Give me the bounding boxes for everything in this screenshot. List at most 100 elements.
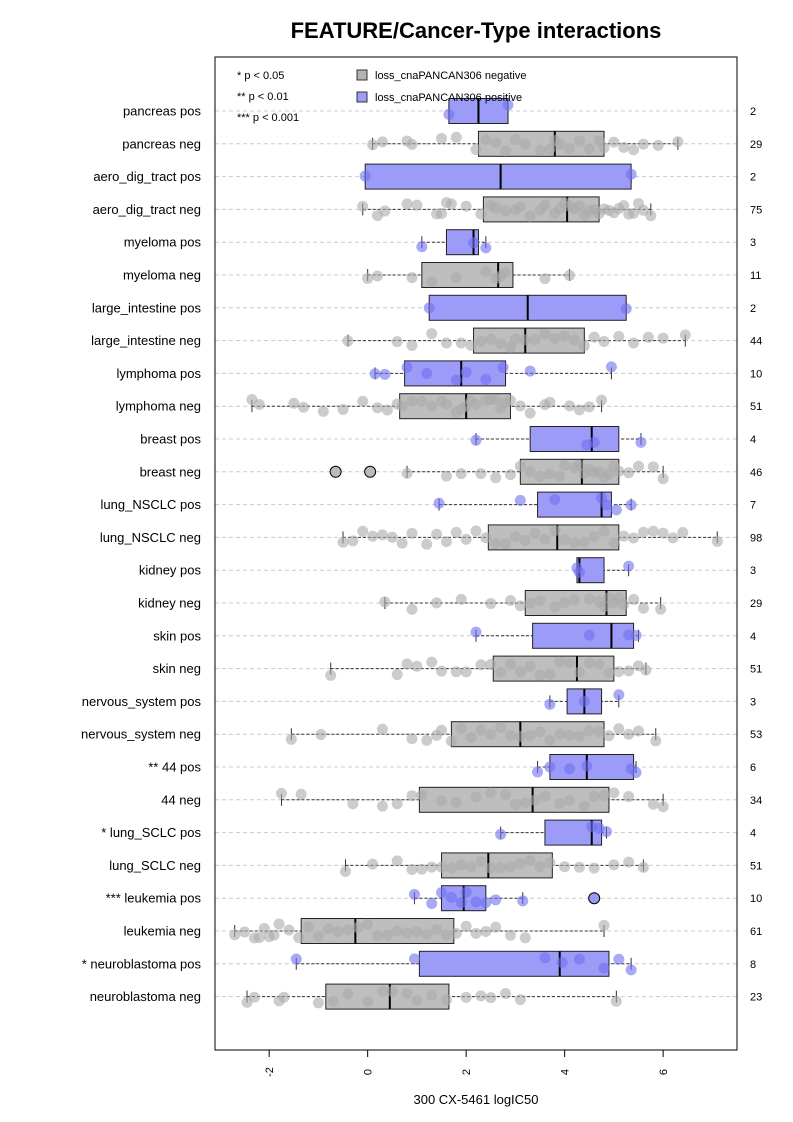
data-point bbox=[549, 601, 561, 613]
data-point bbox=[500, 205, 512, 217]
data-point bbox=[357, 395, 369, 407]
data-point bbox=[623, 560, 635, 572]
data-point bbox=[628, 207, 640, 219]
significance-key: * p < 0.05 ** p < 0.01 *** p < 0.001 bbox=[237, 70, 299, 124]
data-point bbox=[359, 170, 371, 182]
data-point bbox=[623, 467, 635, 479]
data-point bbox=[593, 658, 605, 670]
data-point bbox=[465, 861, 477, 873]
data-point bbox=[549, 332, 561, 344]
data-point bbox=[620, 303, 632, 315]
tick-label: 6 bbox=[658, 1069, 670, 1075]
data-point bbox=[514, 460, 526, 472]
data-point bbox=[601, 826, 612, 838]
data-point bbox=[613, 666, 625, 678]
data-point bbox=[578, 340, 590, 352]
data-point bbox=[411, 926, 423, 938]
data-point bbox=[623, 665, 635, 677]
outlier-point bbox=[588, 892, 601, 905]
sample-count: 23 bbox=[750, 992, 762, 1004]
group-label: myeloma neg bbox=[123, 268, 201, 283]
group-label: large_intestine pos bbox=[92, 300, 202, 315]
data-point bbox=[601, 499, 612, 511]
data-point bbox=[480, 925, 492, 937]
data-point bbox=[445, 862, 457, 874]
data-point bbox=[524, 365, 536, 377]
data-point bbox=[376, 723, 388, 735]
data-point bbox=[372, 402, 384, 414]
data-point bbox=[490, 472, 502, 484]
data-point bbox=[625, 168, 637, 180]
data-point bbox=[613, 465, 625, 477]
data-point bbox=[534, 669, 546, 681]
data-point bbox=[475, 659, 487, 671]
data-point bbox=[603, 667, 615, 679]
data-point bbox=[628, 532, 640, 544]
sample-count: 7 bbox=[750, 500, 756, 512]
sample-count: 6 bbox=[750, 762, 756, 774]
data-point bbox=[544, 734, 556, 746]
data-point bbox=[426, 656, 438, 668]
data-point bbox=[362, 996, 374, 1008]
data-point bbox=[588, 531, 600, 543]
data-point bbox=[679, 329, 691, 341]
sample-counts: 2 29 2 75 3 11 2 44 10 51 4 46 7 98 3 29 4 51 3 53 6 34 4 51 10 6… bbox=[750, 106, 762, 1004]
data-point bbox=[534, 861, 546, 873]
data-point bbox=[470, 626, 482, 638]
data-point bbox=[433, 497, 445, 509]
data-point bbox=[583, 593, 595, 605]
data-point bbox=[465, 732, 477, 744]
data-point bbox=[588, 331, 600, 343]
data-point bbox=[485, 333, 497, 345]
data-point bbox=[490, 921, 502, 933]
data-point bbox=[588, 790, 600, 802]
outlier-point bbox=[329, 465, 342, 478]
data-point bbox=[416, 789, 428, 801]
data-point bbox=[455, 468, 467, 480]
data-point bbox=[672, 136, 684, 148]
data-point bbox=[524, 730, 536, 742]
data-point bbox=[529, 527, 541, 539]
data-point bbox=[618, 200, 630, 212]
data-point bbox=[630, 766, 642, 778]
box bbox=[529, 426, 620, 452]
data-point bbox=[500, 789, 512, 801]
data-point bbox=[610, 995, 622, 1007]
points-layer bbox=[229, 99, 723, 1009]
data-point bbox=[426, 400, 438, 412]
data-point bbox=[480, 242, 492, 254]
data-point bbox=[598, 790, 610, 802]
data-point bbox=[436, 724, 448, 736]
data-point bbox=[514, 400, 526, 412]
x-axis-title: 300 CX-5461 logIC50 bbox=[413, 1092, 538, 1107]
data-point bbox=[460, 533, 472, 545]
significance-key-item: * p < 0.05 bbox=[237, 70, 284, 82]
data-point bbox=[248, 991, 260, 1003]
data-point bbox=[628, 144, 640, 156]
data-point bbox=[596, 394, 608, 406]
data-point bbox=[455, 859, 467, 871]
group-labels: pancreas pos pancreas neg aero_dig_tract p… bbox=[81, 104, 201, 1005]
data-point bbox=[285, 733, 297, 745]
data-point bbox=[556, 957, 568, 969]
data-point bbox=[504, 594, 516, 606]
data-point bbox=[573, 135, 585, 147]
data-point bbox=[509, 531, 521, 543]
data-point bbox=[529, 333, 541, 345]
data-point bbox=[514, 666, 526, 678]
sample-count: 44 bbox=[750, 336, 762, 348]
data-point bbox=[559, 330, 571, 342]
data-point bbox=[618, 141, 630, 153]
data-point bbox=[485, 658, 497, 670]
data-point bbox=[554, 656, 566, 668]
data-point bbox=[450, 526, 462, 538]
data-point bbox=[379, 596, 391, 608]
data-point bbox=[544, 468, 556, 480]
data-point bbox=[436, 207, 448, 219]
data-point bbox=[436, 887, 448, 899]
data-point bbox=[401, 198, 413, 210]
data-point bbox=[539, 328, 551, 340]
data-point bbox=[416, 863, 428, 875]
data-point bbox=[391, 798, 403, 810]
data-point bbox=[564, 763, 576, 775]
